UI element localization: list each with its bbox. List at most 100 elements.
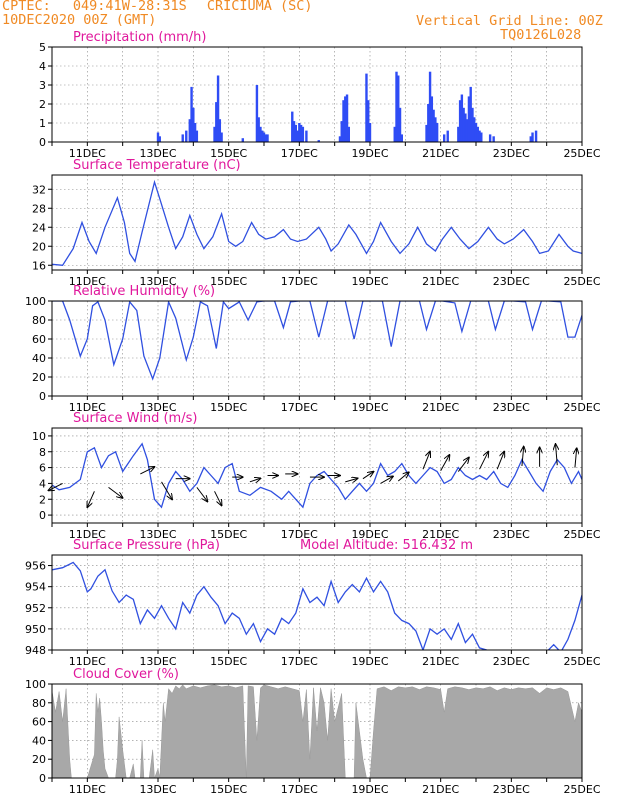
precip-bar: [467, 96, 471, 142]
precip-bar: [428, 71, 432, 142]
y-tick-label: 952: [25, 602, 46, 615]
wind-vector: [457, 458, 469, 472]
precip-bar: [460, 94, 464, 142]
precip-bar: [446, 130, 449, 142]
x-tick-label: 11DEC: [69, 401, 106, 414]
x-tick-label: 17DEC: [281, 147, 318, 160]
x-tick-label: 23DEC: [493, 528, 530, 541]
x-tick-label: 17DEC: [281, 401, 318, 414]
precip-bar: [397, 75, 400, 142]
panel-cloud: Cloud Cover (%) 0 20 40 60 80 100 11DEC 13DEC 15D…: [25, 667, 601, 796]
precip-bar: [465, 119, 469, 142]
precip-bar: [529, 136, 532, 142]
series-temp: [52, 179, 582, 266]
x-tick-label: 11DEC: [69, 528, 106, 541]
x-tick-label: 23DEC: [493, 783, 530, 796]
precip-bar: [218, 119, 222, 142]
x-tick-label: 21DEC: [422, 783, 459, 796]
precip-bar: [158, 136, 161, 142]
precip-bar: [261, 130, 264, 142]
precip-bar: [492, 136, 495, 142]
precip-bar: [188, 119, 191, 142]
precip-bar: [432, 109, 435, 142]
x-tick-label: 23DEC: [493, 275, 530, 288]
wind-vector: [108, 486, 123, 498]
series-line-wind: [52, 442, 582, 509]
y-tick-label: 3: [39, 79, 46, 92]
series-cloud: [52, 684, 582, 778]
y-tick-label: 0: [39, 136, 46, 149]
precip-bar: [443, 134, 446, 142]
precip-bar: [259, 126, 262, 142]
precip-bar: [435, 123, 439, 142]
y-tick-label: 2: [39, 98, 46, 111]
panel-precip: Precipitation (mm/h) 0 1 2 3 4 5 11DEC 13DEC 15DE…: [39, 30, 601, 160]
wind-vector: [422, 452, 430, 470]
series-wind: [52, 442, 582, 509]
precip-bar: [430, 96, 434, 142]
x-tick-label: 17DEC: [281, 528, 318, 541]
precip-bar: [395, 71, 398, 142]
y-tick-label: 28: [32, 202, 46, 215]
y-tick-label: 24: [32, 221, 46, 234]
x-tick-label: 15DEC: [210, 401, 247, 414]
panel-frame-pres: [51, 554, 583, 651]
wind-vector: [196, 487, 208, 501]
series-line-pres: [52, 561, 582, 650]
x-tick-label: 25DEC: [563, 783, 600, 796]
precip-bar: [462, 107, 465, 142]
x-tick-label: 15DEC: [210, 528, 247, 541]
precip-bar: [469, 86, 472, 142]
x-tick-label: 19DEC: [351, 401, 388, 414]
y-tick-label: 8: [39, 446, 46, 459]
wind-vector: [161, 481, 173, 500]
precip-bar: [317, 140, 320, 142]
x-tick-label: 25DEC: [563, 528, 600, 541]
panel-frame-temp: [51, 174, 583, 271]
x-tick-label: 25DEC: [563, 655, 600, 668]
precip-bar: [534, 130, 538, 142]
precip-bar: [457, 126, 460, 142]
y-tick-label: 954: [25, 581, 46, 594]
series-line-temp: [52, 179, 582, 266]
wind-vector: [249, 478, 261, 482]
panel-pres: Surface Pressure (hPa) Model Altitude: 51…: [25, 538, 601, 668]
panel-temp: Surface Temperature (nC) 16 20 24 28 32 11DEC 1…: [32, 158, 601, 288]
y-tick-label: 950: [25, 623, 46, 636]
y-tick-label: 80: [32, 314, 46, 327]
y-tick-label: 956: [25, 560, 46, 573]
precip-bar: [213, 126, 216, 142]
wind-vector: [87, 491, 95, 507]
precip-bar: [474, 123, 478, 142]
y-tick-label: 100: [25, 678, 46, 691]
x-tick-label: 23DEC: [493, 655, 530, 668]
x-tick-label: 15DEC: [210, 147, 247, 160]
precip-bar: [478, 130, 481, 142]
y-tick-label: 40: [32, 734, 46, 747]
panel-title-precip: Precipitation (mm/h): [73, 30, 206, 45]
x-tick-label: 13DEC: [139, 401, 176, 414]
precip-bar: [305, 130, 308, 142]
y-tick-label: 2: [39, 493, 46, 506]
precip-bar: [365, 73, 368, 142]
precip-bar: [488, 134, 492, 142]
precip-bar: [299, 124, 303, 142]
panel-title-temp: Surface Temperature (nC): [73, 158, 241, 173]
x-tick-label: 11DEC: [69, 275, 106, 288]
panel-frame-wind: [51, 427, 583, 524]
y-tick-label: 40: [32, 352, 46, 365]
y-tick-label: 60: [32, 716, 46, 729]
precip-bar: [393, 126, 396, 142]
wind-vector: [362, 472, 374, 480]
header-source: CPTEC:: [2, 0, 51, 14]
x-tick-label: 17DEC: [281, 783, 318, 796]
x-tick-label: 25DEC: [563, 275, 600, 288]
y-tick-label: 5: [39, 41, 46, 54]
x-tick-label: 19DEC: [351, 655, 388, 668]
x-tick-label: 13DEC: [139, 528, 176, 541]
precip-bar: [195, 130, 199, 142]
precip-bar: [480, 132, 483, 142]
precip-bar: [255, 85, 259, 142]
y-tick-label: 0: [39, 509, 46, 522]
precip-bar: [344, 96, 347, 142]
